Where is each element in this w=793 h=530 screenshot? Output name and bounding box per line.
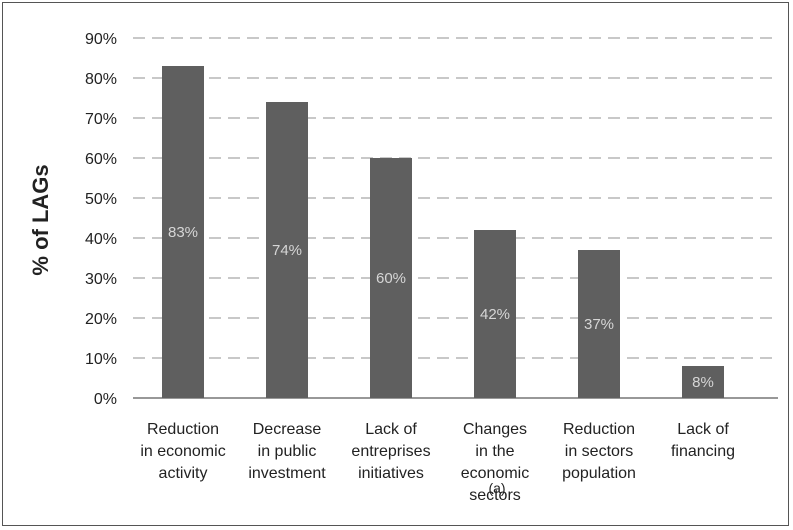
y-tick-label: 80% <box>85 71 117 88</box>
x-category-label: Decrease <box>253 421 322 438</box>
x-category-label: Changes <box>463 421 527 438</box>
bar <box>682 366 724 398</box>
x-category-label: sectors <box>469 487 521 504</box>
y-tick-label: 10% <box>85 351 117 368</box>
bar <box>578 250 620 398</box>
x-category-label: economic <box>461 465 529 482</box>
bar <box>370 158 412 398</box>
y-tick-label: 30% <box>85 271 117 288</box>
y-axis-ticks: 0% 10% 20% 30% 40% 50% 60% 70% 80% 90% <box>85 31 117 408</box>
data-label: 37% <box>584 316 614 333</box>
y-tick-label: 0% <box>94 391 117 408</box>
gridlines <box>133 37 778 399</box>
y-tick-label: 50% <box>85 191 117 208</box>
x-category-label: in the <box>475 443 514 460</box>
x-category-label: investment <box>248 465 326 482</box>
x-category-label: Reduction <box>563 421 635 438</box>
value-labels: 83% 74% 60% 42% 37% 8% <box>168 224 714 391</box>
bar <box>474 230 516 398</box>
data-label: 60% <box>376 270 406 287</box>
y-axis-title: % of LAGs <box>28 164 53 275</box>
x-category-label: population <box>562 465 636 482</box>
figure-caption: (a) <box>488 480 505 496</box>
y-tick-label: 70% <box>85 111 117 128</box>
bar <box>266 102 308 398</box>
data-label: 8% <box>692 374 714 391</box>
bars <box>162 66 724 398</box>
bar <box>162 66 204 398</box>
x-category-label: in economic <box>140 443 225 460</box>
y-tick-label: 20% <box>85 311 117 328</box>
x-category-label: entreprises <box>351 443 430 460</box>
x-category-label: in public <box>258 443 317 460</box>
data-label: 42% <box>480 306 510 323</box>
x-category-label: financing <box>671 443 735 460</box>
x-category-label: Reduction <box>147 421 219 438</box>
y-tick-label: 40% <box>85 231 117 248</box>
x-axis-categories: Reduction in economic activity Decrease in p… <box>140 421 735 504</box>
data-label: 74% <box>272 242 302 259</box>
x-category-label: Lack of <box>365 421 417 438</box>
y-tick-label: 60% <box>85 151 117 168</box>
data-label: 83% <box>168 224 198 241</box>
x-category-label: initiatives <box>358 465 424 482</box>
x-category-label: Lack of <box>677 421 729 438</box>
x-category-label: in sectors <box>565 443 633 460</box>
y-tick-label: 90% <box>85 31 117 48</box>
x-category-label: activity <box>159 465 208 482</box>
